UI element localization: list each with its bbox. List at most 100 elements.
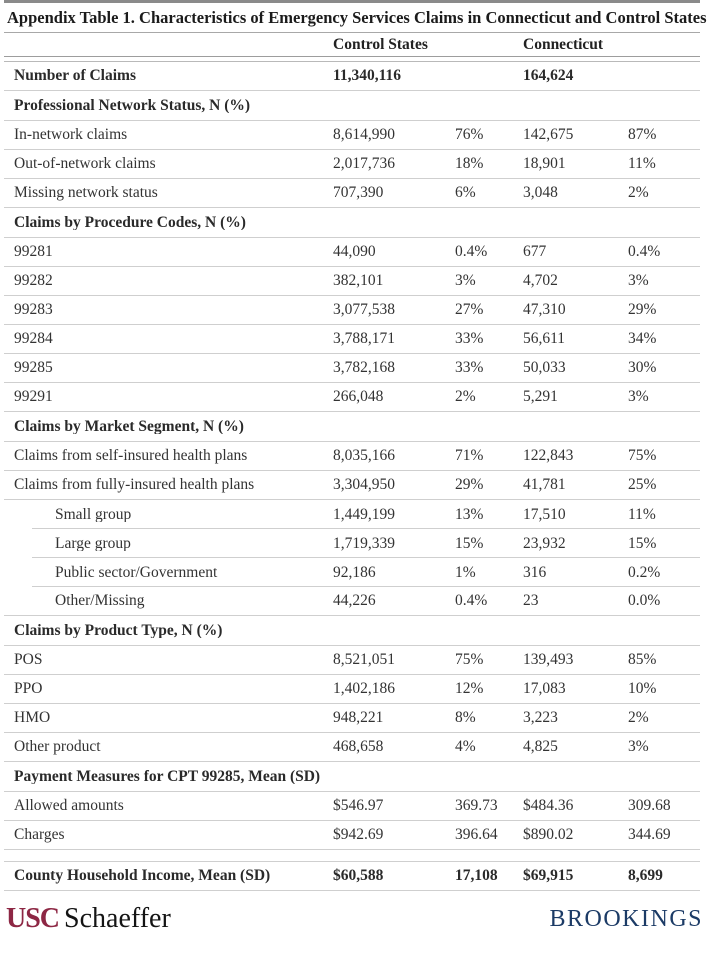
cell-control-pct: 3% <box>455 273 476 289</box>
footer-logos: USC Schaeffer BROOKINGS <box>6 898 703 940</box>
cell-control-n: 382,101 <box>333 273 384 289</box>
table-row: Claims from fully-insured health plans 3,… <box>4 471 700 500</box>
cell-connecticut-n: 139,493 <box>523 652 574 668</box>
cell-control-pct: 17,108 <box>455 868 498 884</box>
row-label: Public sector/Government <box>55 564 218 581</box>
spacer-row <box>4 850 700 862</box>
cell-control-pct: 4% <box>455 739 476 755</box>
cell-connecticut-n: 4,702 <box>523 273 558 289</box>
usc-schaeffer-logo: USC Schaeffer <box>6 905 171 933</box>
cell-connecticut-pct: 15% <box>628 535 657 552</box>
cell-connecticut-n: 142,675 <box>523 127 574 143</box>
cell-control-n: 266,048 <box>333 389 384 405</box>
row-label: 99282 <box>14 273 53 289</box>
cell-connecticut-pct: 34% <box>628 331 657 347</box>
cell-control-pct: 13% <box>455 506 484 523</box>
cell-control-pct: 18% <box>455 156 484 172</box>
table-row: Large group 1,719,339 15% 23,932 15% <box>4 529 700 558</box>
cell-connecticut-n: 17,510 <box>523 506 566 523</box>
cell-control-pct: 29% <box>455 477 484 493</box>
table-body: Number of Claims 11,340,116 164,624 Profess… <box>4 62 700 891</box>
cell-connecticut-pct: 344.69 <box>628 827 671 843</box>
cell-control-n: 11,340,116 <box>333 68 402 84</box>
section-header-row: Claims by Procedure Codes, N (%) <box>4 208 700 238</box>
column-header-connecticut: Connecticut <box>523 36 604 53</box>
cell-connecticut-pct: 85% <box>628 652 657 668</box>
cell-connecticut-n: 47,310 <box>523 302 566 318</box>
cell-connecticut-n: 5,291 <box>523 389 558 405</box>
cell-connecticut-pct: 29% <box>628 302 657 318</box>
cell-connecticut-pct: 0.4% <box>628 244 661 260</box>
row-label: Allowed amounts <box>14 798 124 814</box>
cell-control-n: 948,221 <box>333 710 384 726</box>
section-header-row: Claims by Product Type, N (%) <box>4 616 700 646</box>
cell-control-n: 707,390 <box>333 185 384 201</box>
row-label: Number of Claims <box>14 68 136 84</box>
cell-control-n: 3,788,171 <box>333 331 395 347</box>
row-label: Claims from fully-insured health plans <box>14 477 255 493</box>
cell-connecticut-n: 56,611 <box>523 331 566 347</box>
header-divider <box>4 57 700 62</box>
row-label: Out-of-network claims <box>14 156 156 172</box>
cell-connecticut-pct: 3% <box>628 739 649 755</box>
cell-control-pct: 8% <box>455 710 476 726</box>
row-label: 99283 <box>14 302 53 318</box>
cell-control-pct: 76% <box>455 127 484 143</box>
cell-control-n: $546.97 <box>333 798 384 814</box>
cell-connecticut-n: 50,033 <box>523 360 566 376</box>
cell-connecticut-n: 316 <box>523 564 547 581</box>
cell-connecticut-n: 164,624 <box>523 68 574 84</box>
cell-connecticut-pct: 25% <box>628 477 657 493</box>
appendix-table: Appendix Table 1. Characteristics of Eme… <box>4 0 707 891</box>
cell-control-n: 3,304,950 <box>333 477 395 493</box>
table-row: HMO 948,221 8% 3,223 2% <box>4 704 700 733</box>
cell-connecticut-pct: 11% <box>628 506 656 523</box>
section-header-row: Payment Measures for CPT 99285, Mean (SD… <box>4 762 700 792</box>
cell-connecticut-n: 122,843 <box>523 448 574 464</box>
cell-connecticut-pct: 2% <box>628 710 649 726</box>
table-row: Number of Claims 11,340,116 164,624 <box>4 62 700 91</box>
cell-control-pct: 12% <box>455 681 484 697</box>
usc-logo-text: USC <box>6 903 60 934</box>
cell-control-n: 92,186 <box>333 564 376 581</box>
cell-connecticut-n: $890.02 <box>523 827 574 843</box>
cell-connecticut-n: 18,901 <box>523 156 566 172</box>
cell-connecticut-pct: 0.0% <box>628 593 661 609</box>
cell-connecticut-n: $69,915 <box>523 868 574 884</box>
section-header-label: Claims by Product Type, N (%) <box>14 622 223 639</box>
row-label: In-network claims <box>14 127 128 143</box>
table-row: 99283 3,077,538 27% 47,310 29% <box>4 296 700 325</box>
section-header-label: Payment Measures for CPT 99285, Mean (SD… <box>14 768 321 785</box>
page-title: Appendix Table 1. Characteristics of Eme… <box>4 3 707 33</box>
cell-connecticut-n: 23,932 <box>523 535 566 552</box>
table-row: Other/Missing 44,226 0.4% 23 0.0% <box>4 587 700 616</box>
cell-connecticut-pct: 8,699 <box>628 868 663 884</box>
cell-control-n: $60,588 <box>333 868 384 884</box>
table-row: Public sector/Government 92,186 1% 316 0.2% <box>4 558 700 587</box>
cell-control-pct: 75% <box>455 652 484 668</box>
cell-control-n: 1,402,186 <box>333 681 395 697</box>
section-header-row: Professional Network Status, N (%) <box>4 91 700 121</box>
cell-control-n: 3,782,168 <box>333 360 395 376</box>
cell-control-pct: 369.73 <box>455 798 498 814</box>
cell-connecticut-pct: 3% <box>628 389 649 405</box>
row-label: 99291 <box>14 389 53 405</box>
cell-control-pct: 15% <box>455 535 484 552</box>
row-label: Other product <box>14 739 101 755</box>
row-label: PPO <box>14 681 43 697</box>
brookings-logo-text: BROOKINGS <box>549 906 703 932</box>
table-row: County Household Income, Mean (SD) $60,58… <box>4 862 700 891</box>
cell-control-pct: 33% <box>455 331 484 347</box>
table-row: In-network claims 8,614,990 76% 142,675 87% <box>4 121 700 150</box>
row-label: POS <box>14 652 43 668</box>
cell-connecticut-pct: 309.68 <box>628 798 671 814</box>
cell-connecticut-pct: 0.2% <box>628 564 661 581</box>
appendix-table-page: Appendix Table 1. Characteristics of Eme… <box>4 0 707 940</box>
cell-control-pct: 1% <box>455 564 476 581</box>
cell-connecticut-pct: 2% <box>628 185 649 201</box>
schaeffer-logo-text: Schaeffer <box>64 903 171 934</box>
cell-control-pct: 2% <box>455 389 476 405</box>
cell-connecticut-pct: 75% <box>628 448 657 464</box>
cell-control-n: 1,449,199 <box>333 506 395 523</box>
row-label: Large group <box>55 535 131 552</box>
